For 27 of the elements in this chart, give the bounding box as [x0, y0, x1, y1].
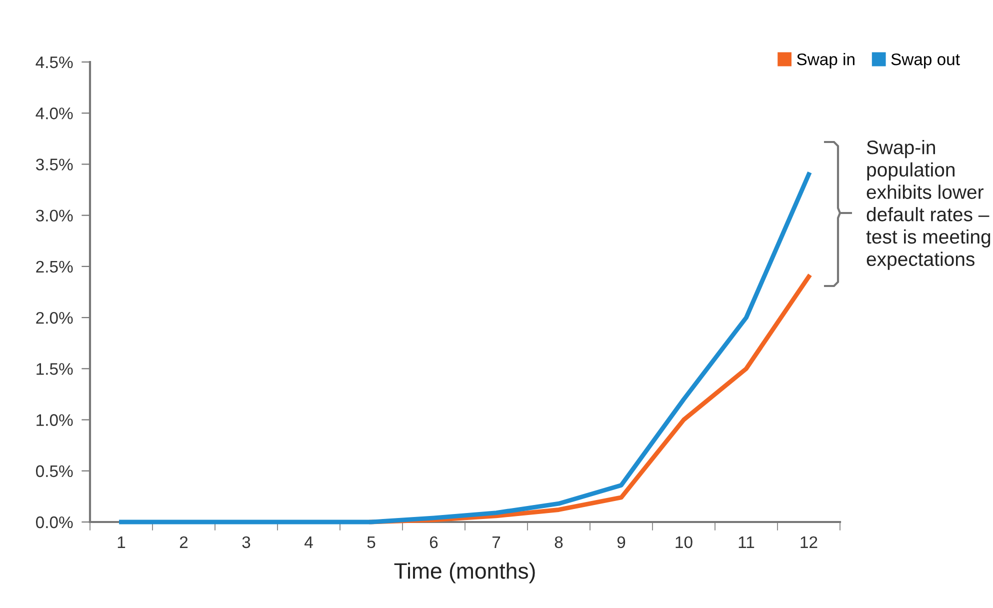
y-tick-label: 3.0%: [36, 210, 73, 222]
legend-label: Swap out: [891, 53, 960, 69]
y-tick-label: 4.5%: [36, 56, 73, 68]
x-tick-label: 11: [738, 536, 754, 548]
x-tick-label: 7: [492, 536, 500, 548]
y-tick-label: 2.5%: [36, 260, 73, 273]
text: Swap-in population exhibits lower default rates – test is meeting expectations: [866, 140, 990, 270]
x-tick-label: 2: [180, 536, 188, 548]
y-tick-label: 0.5%: [36, 465, 73, 478]
y-tick-label: 1.5%: [36, 363, 73, 375]
line-series: [119, 172, 811, 524]
x-tick-label: 10: [676, 536, 692, 548]
x-tick-label: 8: [554, 536, 563, 548]
x-tick-label: 4: [304, 536, 313, 548]
x-tick-label: 5: [367, 536, 376, 548]
x-tick-label: 1: [118, 536, 126, 548]
x-axis-title: Time (months): [394, 562, 535, 584]
y-tick-label: 0.0%: [36, 516, 73, 528]
x-tick-label: 12: [800, 536, 818, 548]
x-tick-label: 3: [242, 536, 250, 548]
y-tick-label: 3.5%: [36, 158, 73, 170]
y-tick-label: 2.0%: [36, 312, 73, 324]
legend-label: Swap in: [796, 53, 854, 69]
y-tick-label: 4.0%: [36, 108, 73, 120]
x-tick-label: 9: [617, 536, 626, 548]
y-tick-label: 1.0%: [36, 414, 73, 426]
x-tick-label: 6: [430, 536, 438, 548]
